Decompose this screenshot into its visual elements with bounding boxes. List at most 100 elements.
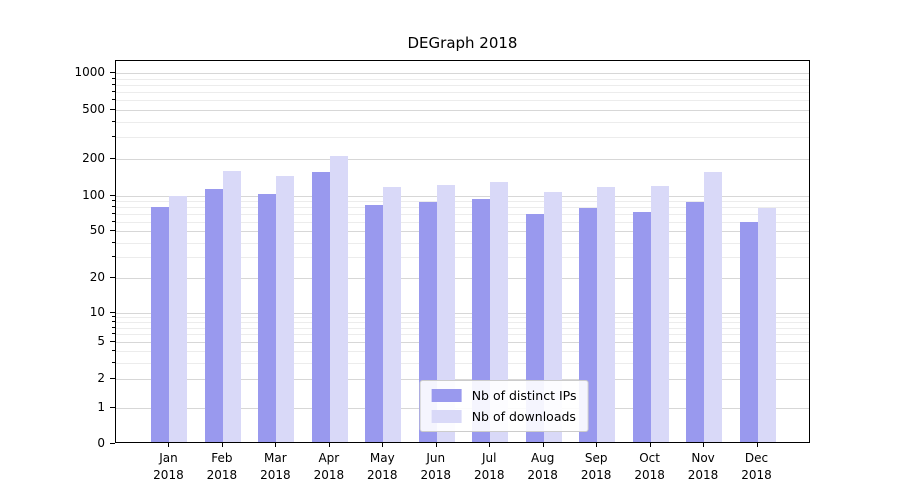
bar-distinct-ips — [311, 172, 330, 442]
minor-gridline — [116, 92, 809, 94]
y-major-tick — [110, 276, 115, 278]
bar-downloads — [329, 155, 348, 442]
bar-downloads — [383, 187, 402, 442]
minor-gridline — [116, 137, 809, 139]
y-tick-label: 200 — [82, 150, 105, 165]
y-tick-label: 100 — [82, 188, 105, 202]
legend-swatch-downloads — [431, 410, 462, 423]
y-minor-tick — [112, 333, 115, 335]
minor-gridline — [116, 100, 809, 102]
x-tick — [221, 443, 223, 447]
x-tick — [756, 443, 758, 447]
x-tick-label: Jan 2018 — [153, 451, 184, 482]
minor-gridline — [116, 257, 809, 259]
bar-distinct-ips — [204, 188, 223, 442]
bar-downloads — [704, 172, 723, 442]
x-tick-label: May 2018 — [367, 451, 398, 482]
x-tick — [328, 443, 330, 447]
y-major-tick — [110, 230, 115, 232]
minor-gridline — [116, 242, 809, 244]
minor-gridline — [116, 322, 809, 324]
y-minor-tick — [112, 200, 115, 202]
bar-distinct-ips — [632, 212, 651, 442]
bar-distinct-ips — [739, 221, 758, 442]
x-tick — [703, 443, 705, 447]
x-tick-label: Jul 2018 — [473, 451, 505, 482]
legend-item-downloads: Nb of downloads — [431, 409, 577, 424]
minor-gridline — [116, 207, 809, 209]
y-minor-tick — [112, 77, 115, 79]
y-minor-tick — [112, 316, 115, 318]
y-major-tick — [110, 407, 115, 408]
y-tick-label: 1 — [97, 400, 105, 414]
y-minor-tick — [112, 206, 115, 208]
y-major-tick — [110, 157, 115, 159]
y-major-tick — [110, 109, 115, 111]
y-major-tick — [110, 443, 115, 444]
chart-title: DEGraph 2018 — [407, 34, 518, 52]
y-major-tick — [110, 195, 115, 196]
y-tick-label: 0 — [97, 436, 105, 450]
minor-gridline — [116, 121, 809, 123]
y-minor-tick — [112, 321, 115, 323]
x-tick-label: Apr 2018 — [313, 451, 345, 482]
x-tick — [275, 443, 277, 447]
bar-downloads — [543, 191, 562, 442]
x-tick — [649, 443, 651, 447]
major-gridline — [116, 110, 809, 112]
minor-gridline — [116, 334, 809, 336]
major-gridline — [116, 196, 809, 197]
bar-downloads — [436, 185, 455, 442]
y-tick-label: 1000 — [74, 65, 105, 79]
y-major-tick — [110, 72, 115, 73]
major-gridline — [116, 158, 809, 160]
bar-downloads — [650, 186, 669, 442]
major-gridline — [116, 73, 809, 74]
y-minor-tick — [112, 83, 115, 85]
x-tick-label: Oct 2018 — [634, 451, 665, 482]
legend-label-downloads: Nb of downloads — [471, 409, 576, 424]
y-minor-tick — [112, 136, 115, 138]
major-gridline — [116, 231, 809, 233]
y-major-tick — [110, 340, 115, 342]
minor-gridline — [116, 350, 809, 352]
major-gridline — [116, 341, 809, 343]
bar-downloads — [276, 176, 295, 442]
minor-gridline — [116, 221, 809, 223]
y-major-tick — [110, 312, 115, 313]
bar-distinct-ips — [365, 205, 384, 442]
legend-swatch-distinct-ips — [431, 389, 462, 402]
bar-downloads — [757, 207, 776, 442]
x-tick — [596, 443, 598, 447]
x-tick — [435, 443, 437, 447]
major-gridline — [116, 313, 809, 314]
y-minor-tick — [112, 91, 115, 93]
x-tick-label: Dec 2018 — [741, 451, 772, 482]
y-minor-tick — [112, 99, 115, 101]
plot-area: Nb of distinct IPs Nb of downloads — [115, 60, 810, 443]
minor-gridline — [116, 214, 809, 216]
minor-gridline — [116, 78, 809, 80]
y-minor-tick — [112, 220, 115, 222]
bar-downloads — [169, 195, 188, 442]
x-tick — [542, 443, 544, 447]
legend-label-distinct-ips: Nb of distinct IPs — [471, 388, 577, 403]
y-minor-tick — [112, 349, 115, 351]
y-minor-tick — [112, 241, 115, 243]
y-tick-label: 20 — [89, 269, 105, 284]
y-tick-label: 2 — [97, 371, 105, 386]
x-tick-label: Mar 2018 — [260, 451, 291, 482]
bar-downloads — [490, 181, 509, 442]
y-minor-tick — [112, 120, 115, 122]
bar-distinct-ips — [151, 206, 170, 442]
y-tick-label: 10 — [89, 305, 105, 319]
x-tick — [382, 443, 384, 447]
x-tick-label: Nov 2018 — [687, 451, 719, 482]
y-minor-tick — [112, 213, 115, 215]
bar-distinct-ips — [686, 201, 705, 442]
minor-gridline — [116, 201, 809, 203]
y-minor-tick — [112, 256, 115, 258]
legend-item-distinct-ips: Nb of distinct IPs — [431, 388, 577, 403]
legend: Nb of distinct IPs Nb of downloads — [419, 380, 589, 432]
